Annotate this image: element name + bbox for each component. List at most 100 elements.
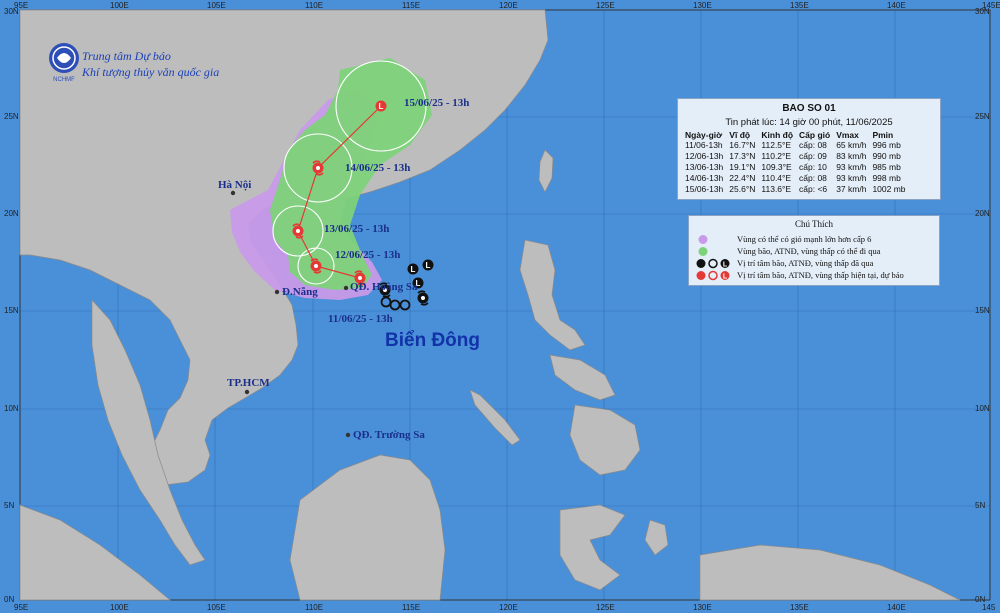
lat-tick-right: 20N (975, 209, 990, 218)
legend-item-1: Vùng có thể có gió mạnh lớn hơn cấp 6 (737, 234, 872, 244)
info-cell: 93 km/h (836, 162, 867, 172)
info-cell: 37 km/h (836, 184, 867, 194)
label-danang: Đ.Nẵng (282, 286, 318, 298)
info-cell: 990 mb (872, 151, 901, 161)
halmahera-island (644, 519, 669, 556)
lat-tick-right: 30N (975, 7, 990, 16)
lon-tick-top: 95E (14, 1, 29, 10)
lat-tick-right: 5N (975, 501, 986, 510)
info-header-cell: Kinh độ (761, 130, 794, 140)
lon-tick-bottom: 95E (14, 603, 29, 612)
current-storm-marker (354, 270, 366, 286)
info-cell: 112.5°E (761, 140, 792, 150)
info-cell: 83 km/h (836, 151, 867, 161)
info-cell: 65 km/h (836, 140, 867, 150)
mindanao-island (569, 404, 641, 476)
lon-tick-top: 115E (402, 1, 421, 10)
info-header-cell: Vĩ độ (729, 130, 751, 140)
track-label-4: 14/06/25 - 13h (345, 162, 411, 174)
info-title: BAO SO 01 (782, 103, 836, 114)
lon-tick-bottom: 135E (790, 603, 809, 612)
info-header-cell: Pmin (872, 130, 894, 140)
label-hanoi: Hà Nội (218, 179, 252, 191)
info-cell: 16.7°N (729, 140, 756, 150)
borneo-island (289, 454, 446, 601)
info-cell: 13/06-13h (685, 162, 724, 172)
past-symbols-icon: L (696, 258, 730, 269)
svg-text:L: L (723, 274, 728, 281)
sumatra-island (19, 504, 171, 601)
lon-tick-top: 110E (305, 1, 324, 10)
info-row: 14/06-13h 22.4°N 110.4°E cấp: 08 93 km/h 998 … (682, 173, 909, 184)
legend-box: Chú Thích Vùng có thể có gió mạnh lớn hơ… (688, 215, 940, 286)
past-positions: L LL (379, 259, 434, 311)
info-body: 11/06-13h 16.7°N 112.5°E cấp: 08 65 km/h 996 … (682, 140, 909, 195)
lat-tick-right: 15N (975, 306, 990, 315)
label-hoangsa: QĐ. Hoàng Sa (350, 281, 418, 293)
storm-info-box: BAO SO 01 Tin phát lúc: 14 giờ 00 phút, … (677, 98, 941, 200)
past-low-marker: L (407, 263, 419, 275)
truongsa-dot (345, 432, 351, 438)
info-cell: 1002 mb (872, 184, 906, 194)
forecast-symbols-icon: L (696, 270, 730, 281)
info-cell: 15/06-13h (685, 184, 724, 194)
lon-tick-top: 130E (693, 1, 712, 10)
svg-text:L: L (379, 102, 384, 111)
lat-tick-left: 15N (4, 306, 19, 315)
past-ring-marker (399, 299, 411, 311)
new-guinea-island (699, 544, 961, 601)
forecast-storm-marker (312, 160, 324, 176)
sulawesi-island (559, 504, 626, 591)
info-issued: Tin phát lúc: 14 giờ 00 phút, 11/06/2025 (725, 117, 893, 128)
lat-tick-left: 10N (4, 404, 19, 413)
info-cell: cấp: 08 (799, 140, 827, 150)
svg-text:L: L (426, 261, 431, 270)
legend-title: Chú Thích (794, 219, 834, 229)
lon-tick-bottom: 115E (402, 603, 421, 612)
info-row: 15/06-13h 25.6°N 113.6°E cấp: <6 37 km/h 1002… (682, 184, 909, 195)
place-markers (230, 190, 351, 438)
info-cell: 19.1°N (729, 162, 756, 172)
info-header-row: Ngày-giờ Vĩ độ Kinh độ Cấp gió Vmax Pmin (682, 130, 909, 140)
lat-tick-right: 10N (975, 404, 990, 413)
info-cell: 996 mb (872, 140, 901, 150)
info-header-cell: Cấp gió (799, 130, 831, 140)
info-header-cell: Vmax (836, 130, 859, 140)
lon-tick-top: 105E (207, 1, 226, 10)
lon-tick-bottom: 145 (982, 603, 996, 612)
past-low-marker: L (412, 277, 424, 289)
palawan-island (469, 389, 521, 446)
info-cell: 12/06-13h (685, 151, 724, 161)
info-cell: 93 km/h (836, 173, 867, 183)
legend-row-zone: Vùng bão, ATNĐ, vùng thấp có thể đi qua (689, 245, 939, 257)
sea-name: Biển Đông (385, 330, 480, 351)
forecast-storm-marker (292, 223, 304, 239)
lat-tick-left: 0N (4, 595, 15, 604)
past-storm-marker (379, 282, 391, 298)
info-cell: 22.4°N (729, 173, 756, 183)
legend-item-2: Vùng bão, ATNĐ, vùng thấp có thể đi qua (737, 246, 881, 256)
lat-tick-left: 20N (4, 209, 19, 218)
info-cell: cấp: <6 (799, 184, 828, 194)
lon-tick-bottom: 105E (207, 603, 226, 612)
info-cell: 14/06-13h (685, 173, 724, 183)
info-cell: 11/06-13h (685, 140, 723, 150)
info-cell: 25.6°N (729, 184, 756, 194)
purple-zone-icon (698, 235, 708, 244)
lon-tick-bottom: 140E (887, 603, 906, 612)
lon-tick-bottom: 130E (693, 603, 712, 612)
info-row: 11/06-13h 16.7°N 112.5°E cấp: 08 65 km/h 996 … (682, 140, 909, 151)
hoangsa-dot (343, 285, 349, 291)
past-ring-marker (380, 296, 392, 308)
info-cell: 113.6°E (761, 184, 792, 194)
lat-tick-left: 30N (4, 7, 19, 16)
lon-tick-bottom: 110E (305, 603, 324, 612)
agency-line2: Khí tượng thủy văn quốc gia (82, 65, 220, 79)
lat-tick-right: 0N (975, 595, 986, 604)
uncertainty-circles (272, 60, 427, 285)
info-cell: 985 mb (872, 162, 901, 172)
legend-row-past: L Vị trí tâm bão, ATNĐ, vùng thấp đã qua (689, 257, 939, 269)
past-ring-marker (389, 299, 401, 311)
info-cell: 998 mb (872, 173, 901, 183)
